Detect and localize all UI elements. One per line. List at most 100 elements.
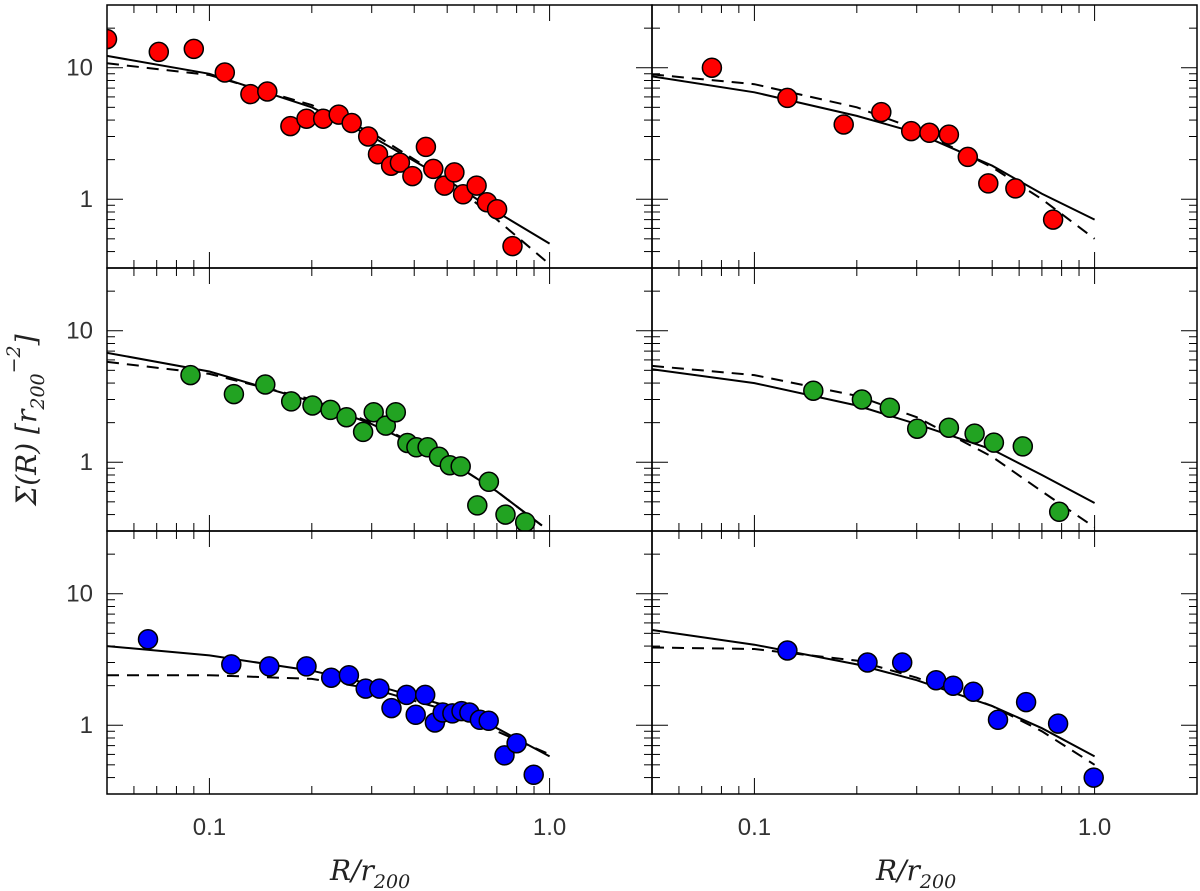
data-point — [938, 124, 960, 145]
data-point — [240, 83, 261, 105]
data-point — [1042, 209, 1064, 230]
data-point — [942, 675, 964, 696]
data-point — [833, 114, 854, 135]
data-point — [983, 432, 1005, 453]
data-point — [963, 681, 984, 702]
y-tick-label: 1 — [80, 186, 93, 213]
data-point — [369, 678, 390, 699]
data-point — [777, 640, 798, 661]
data-point — [891, 652, 913, 673]
data-point — [183, 38, 205, 60]
data-point — [523, 764, 544, 786]
data-point — [857, 652, 878, 673]
data-point — [879, 397, 901, 418]
data-point — [414, 684, 436, 706]
data-point — [987, 709, 1009, 731]
data-point — [900, 120, 922, 142]
y-tick-label: 1 — [80, 449, 93, 476]
model-fit-solid-line — [107, 351, 543, 527]
data-point — [1048, 501, 1070, 523]
y-axis-title: Σ(R) [r200−2] — [3, 334, 49, 506]
panel-grid: 1 10 1 10 1 10 — [66, 4, 1198, 795]
data-point — [1005, 178, 1026, 199]
data-point — [389, 152, 411, 173]
model-fit-dashed-line — [652, 364, 1096, 529]
data-point — [385, 401, 407, 423]
data-point — [405, 704, 426, 726]
model-fit-solid-line — [652, 75, 1096, 221]
x-tick-label: 1.0 — [1078, 814, 1111, 841]
axis-ticks — [651, 530, 1198, 795]
data-point — [514, 511, 536, 531]
data-point — [1012, 436, 1034, 457]
data-point — [137, 629, 159, 650]
x-axis-title: R/r200 — [329, 854, 410, 891]
data-point — [906, 418, 928, 439]
panel-r3-c1: 1 10 — [66, 530, 653, 795]
y-tick-label: 10 — [66, 318, 93, 345]
data-point — [302, 395, 323, 416]
x-tick-label: 0.1 — [193, 814, 226, 841]
model-fit-dashed-line — [652, 73, 1096, 240]
data-point — [1083, 767, 1104, 788]
data-point — [871, 101, 892, 123]
panel-frame — [651, 530, 1198, 795]
data-point — [803, 380, 824, 401]
data-point — [478, 710, 499, 732]
data-point — [357, 126, 379, 147]
data-point — [280, 391, 302, 412]
data-point — [450, 456, 471, 477]
data-point — [466, 175, 487, 196]
data-point — [938, 417, 960, 438]
model-fit-solid-line — [107, 645, 551, 758]
data-point — [467, 495, 488, 516]
axis-ticks — [106, 267, 653, 532]
data-point — [338, 664, 360, 686]
data-point — [214, 62, 236, 83]
x-axis-title-right: R/r200 — [875, 854, 956, 891]
model-fit-dashed-line — [107, 62, 551, 266]
data-point — [320, 667, 342, 688]
panel-r2-c2 — [651, 267, 1198, 532]
data-point — [494, 745, 515, 766]
x-tick-labels: 0.1 1.0 0.1 1.0 — [193, 814, 1112, 841]
panel-r1-c1: 1 10 — [66, 4, 653, 269]
data-point — [336, 406, 357, 428]
data-point — [919, 122, 940, 144]
x-tick-label: 0.1 — [738, 814, 771, 841]
data-point — [341, 112, 362, 134]
model-fit-solid-line — [107, 54, 551, 245]
data-point — [257, 81, 278, 102]
data-point — [957, 146, 979, 168]
data-point — [495, 504, 516, 525]
panel-frame — [106, 530, 653, 795]
axis-ticks — [106, 530, 653, 795]
y-tick-label: 10 — [66, 581, 93, 608]
data-point — [415, 136, 437, 158]
data-point — [506, 732, 527, 754]
data-point — [777, 87, 798, 109]
panel-frame — [106, 267, 653, 532]
data-point — [478, 471, 500, 493]
data-point — [502, 235, 523, 257]
panel-r2-c1: 1 10 — [66, 267, 653, 532]
x-tick-label: 1.0 — [533, 814, 566, 841]
data-point — [148, 41, 170, 63]
data-point — [423, 158, 444, 180]
panel-r3-c2 — [651, 530, 1198, 795]
data-point — [296, 656, 317, 677]
data-point — [352, 421, 374, 443]
data-point — [221, 654, 242, 675]
data-point — [259, 656, 280, 677]
data-point — [402, 165, 423, 187]
data-point — [180, 364, 201, 386]
data-point — [1047, 713, 1069, 734]
data-point — [701, 57, 723, 78]
axis-ticks — [651, 267, 1198, 532]
data-point — [925, 669, 947, 691]
data-point — [107, 28, 118, 50]
data-point — [396, 684, 417, 706]
data-point — [381, 697, 402, 719]
y-tick-label: 10 — [66, 55, 93, 82]
